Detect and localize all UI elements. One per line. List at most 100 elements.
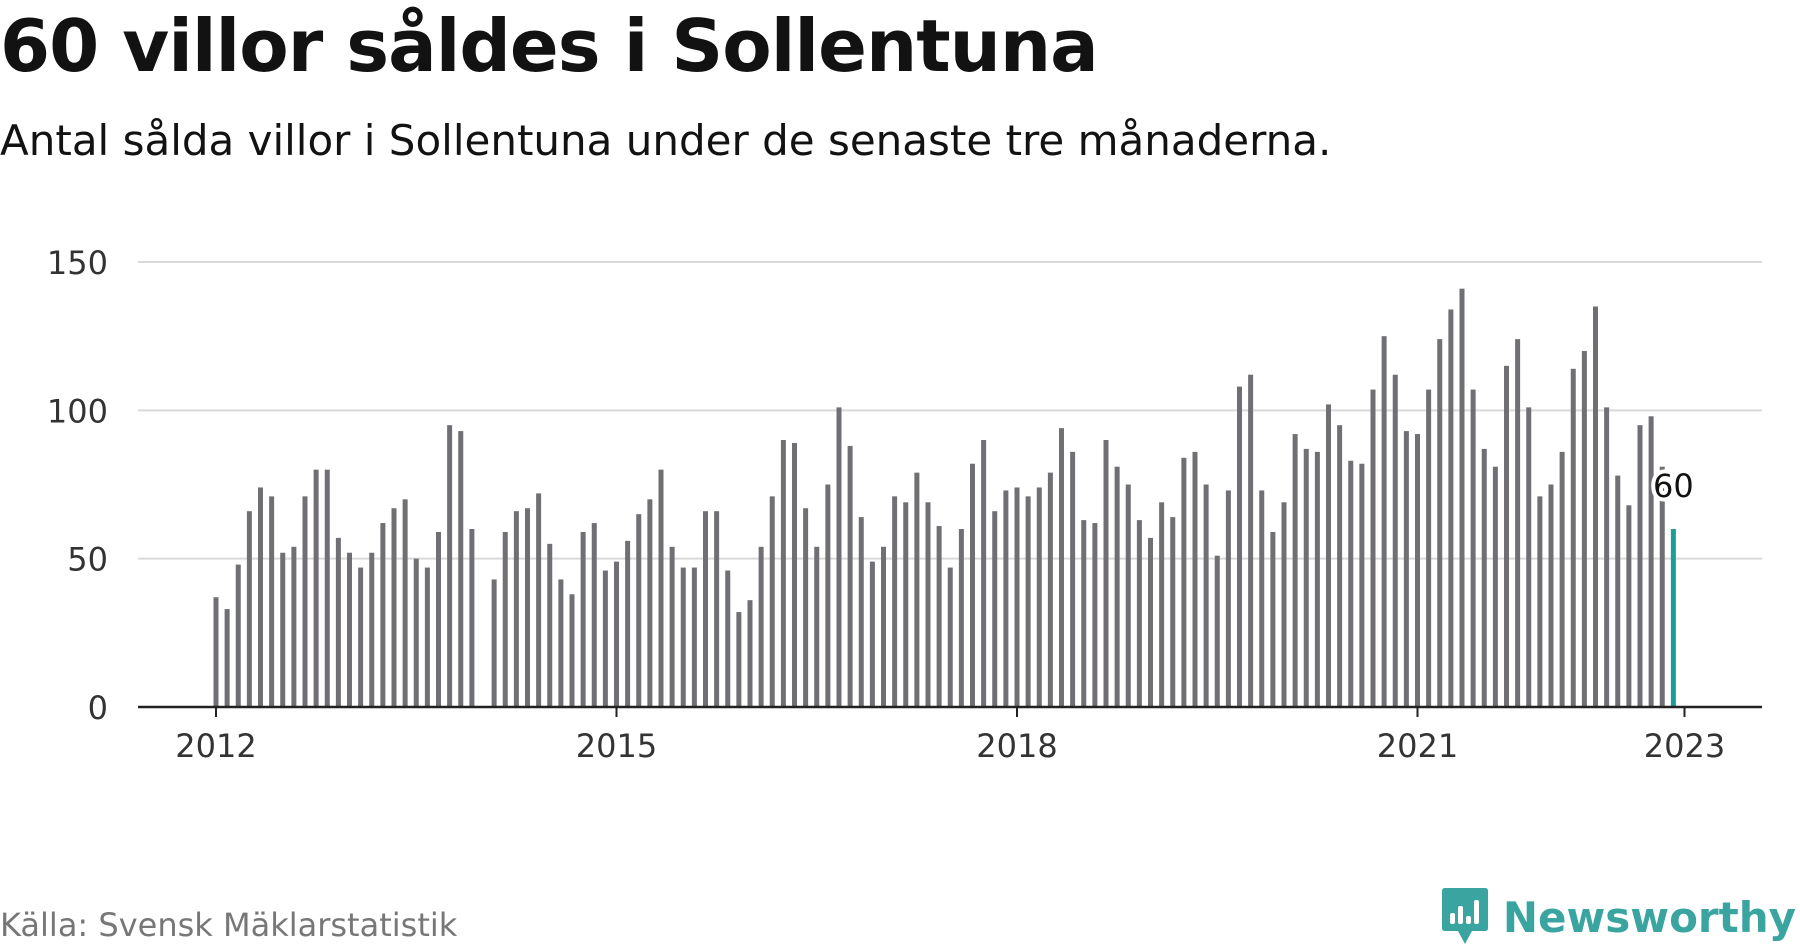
y-tick-label: 100	[47, 392, 108, 430]
bar	[1581, 351, 1587, 707]
bar	[402, 499, 408, 707]
bar	[769, 496, 775, 707]
bar	[1170, 517, 1176, 707]
highlight-value-label: 60	[1653, 467, 1694, 505]
bar	[1326, 404, 1331, 707]
bar	[1448, 309, 1454, 707]
bar	[1481, 448, 1487, 707]
bar	[1415, 434, 1420, 707]
bar	[1370, 389, 1376, 707]
bar	[513, 511, 519, 707]
bar	[347, 552, 352, 707]
bar	[413, 558, 419, 707]
bar	[1559, 451, 1565, 707]
bar	[758, 546, 764, 707]
bar	[502, 531, 508, 707]
bar	[580, 531, 586, 707]
bar	[925, 502, 931, 707]
bar	[1070, 451, 1076, 707]
bar	[1392, 374, 1398, 707]
bar	[302, 496, 308, 707]
bar	[1214, 555, 1220, 707]
bar	[881, 546, 886, 707]
bar	[1203, 484, 1209, 707]
bar	[1114, 466, 1120, 707]
bar	[836, 407, 842, 707]
bar	[669, 546, 675, 707]
bar	[536, 493, 542, 707]
y-tick-label: 150	[47, 244, 108, 282]
bar	[1648, 416, 1654, 707]
bar	[947, 567, 953, 707]
x-tick-label: 2018	[976, 727, 1057, 765]
bar	[525, 508, 530, 707]
bar	[636, 514, 642, 707]
bar	[1092, 523, 1098, 707]
bar	[1626, 505, 1632, 707]
bar	[1181, 457, 1187, 707]
bar	[213, 597, 219, 707]
bar	[1192, 451, 1198, 707]
bar	[1426, 389, 1432, 707]
chart-title: 60 villor såldes i Sollentuna	[0, 4, 1099, 88]
bar	[235, 564, 241, 707]
bar	[1225, 490, 1231, 707]
newsworthy-logo-icon	[1441, 888, 1488, 944]
bar	[981, 440, 987, 707]
bar	[1259, 490, 1265, 707]
y-tick-label: 50	[67, 541, 108, 579]
bar	[1292, 434, 1298, 707]
bar	[1492, 466, 1498, 707]
bar	[1136, 520, 1142, 707]
bar	[747, 600, 753, 707]
bar-highlight	[1670, 529, 1676, 707]
bar	[313, 469, 319, 707]
bar	[447, 425, 453, 707]
bar	[858, 517, 864, 707]
bar	[1003, 490, 1009, 707]
bar	[1303, 448, 1309, 707]
bar	[324, 469, 330, 707]
x-tick-label: 2023	[1644, 727, 1725, 765]
bar	[1014, 487, 1020, 707]
bar	[1526, 407, 1532, 707]
bar	[569, 594, 575, 707]
bar	[736, 612, 742, 707]
bar	[1537, 496, 1543, 707]
bar	[625, 540, 631, 707]
bar	[1025, 496, 1031, 707]
bar	[491, 579, 497, 707]
bar	[602, 570, 608, 707]
bar	[1515, 339, 1521, 707]
bar	[725, 570, 731, 707]
bar	[224, 609, 230, 707]
bar	[869, 561, 875, 707]
bar	[269, 496, 275, 707]
bar	[992, 511, 998, 707]
bar	[591, 523, 597, 707]
bar	[369, 552, 375, 707]
bar	[424, 567, 430, 707]
bar	[1359, 463, 1365, 707]
bar	[714, 511, 720, 707]
bar	[1637, 425, 1643, 707]
bar	[903, 502, 909, 707]
x-tick-label: 2021	[1377, 727, 1458, 765]
bar	[469, 529, 475, 707]
bar	[436, 531, 441, 707]
bar	[680, 567, 686, 707]
bar	[1337, 425, 1343, 707]
bar	[1314, 451, 1320, 707]
bar	[458, 431, 464, 707]
bar	[936, 526, 942, 707]
brand-name: Newsworthy	[1502, 892, 1796, 942]
bar	[391, 508, 397, 707]
bar	[246, 511, 252, 707]
bar	[1593, 306, 1598, 707]
bar	[335, 537, 341, 707]
bar	[358, 567, 364, 707]
bar	[647, 499, 653, 707]
bar	[1615, 475, 1621, 707]
bar	[1470, 389, 1476, 707]
bar	[892, 496, 898, 707]
